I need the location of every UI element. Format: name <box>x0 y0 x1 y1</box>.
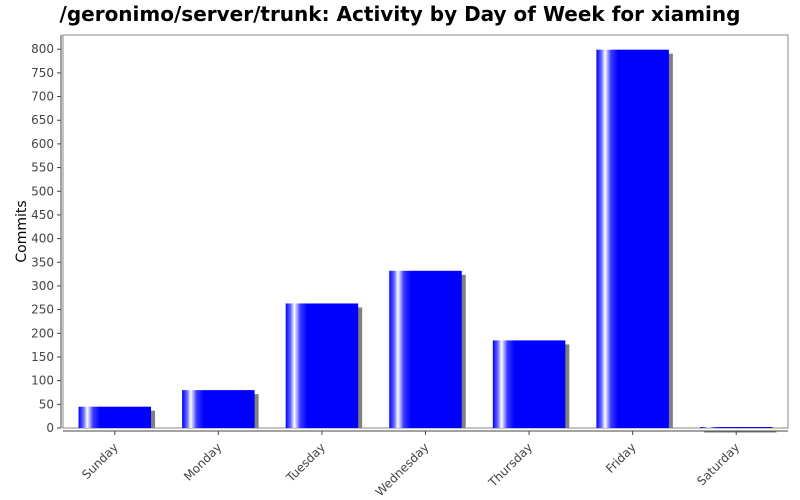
y-tick-label: 300 <box>31 279 54 293</box>
x-tick-label: Monday <box>181 440 224 483</box>
y-tick-label: 400 <box>31 232 54 246</box>
y-tick-label: 150 <box>31 350 54 364</box>
bar-shadow <box>703 431 777 433</box>
x-tick-label: Sunday <box>79 440 121 482</box>
y-tick-label: 350 <box>31 255 54 269</box>
y-tick-label: 200 <box>31 326 54 340</box>
x-tick-label: Saturday <box>694 440 742 488</box>
bar-tuesday <box>285 303 359 428</box>
x-tick-label: Tuesday <box>283 440 328 485</box>
bar-friday <box>596 49 669 428</box>
x-tick-label: Friday <box>603 440 639 476</box>
y-tick-label: 0 <box>46 421 54 435</box>
bar-sunday <box>78 406 152 428</box>
bar-wednesday <box>389 270 462 428</box>
x-tick-label: Thursday <box>485 440 535 490</box>
y-tick-label: 800 <box>31 42 54 56</box>
y-tick-label: 100 <box>31 374 54 388</box>
chart-title: /geronimo/server/trunk: Activity by Day … <box>59 2 741 26</box>
y-tick-label: 250 <box>31 303 54 317</box>
y-tick-label: 600 <box>31 137 54 151</box>
x-tick-label: Wednesday <box>373 440 432 499</box>
y-tick-label: 450 <box>31 208 54 222</box>
y-tick-label: 500 <box>31 184 54 198</box>
bar-saturday <box>699 427 773 428</box>
y-tick-label: 650 <box>31 113 54 127</box>
y-tick-label: 700 <box>31 90 54 104</box>
bar-thursday <box>492 340 566 428</box>
bar-monday <box>182 390 255 428</box>
y-tick-label: 550 <box>31 161 54 175</box>
y-tick-label: 750 <box>31 66 54 80</box>
y-axis-title: Commits <box>14 200 30 262</box>
y-tick-label: 50 <box>39 397 54 411</box>
